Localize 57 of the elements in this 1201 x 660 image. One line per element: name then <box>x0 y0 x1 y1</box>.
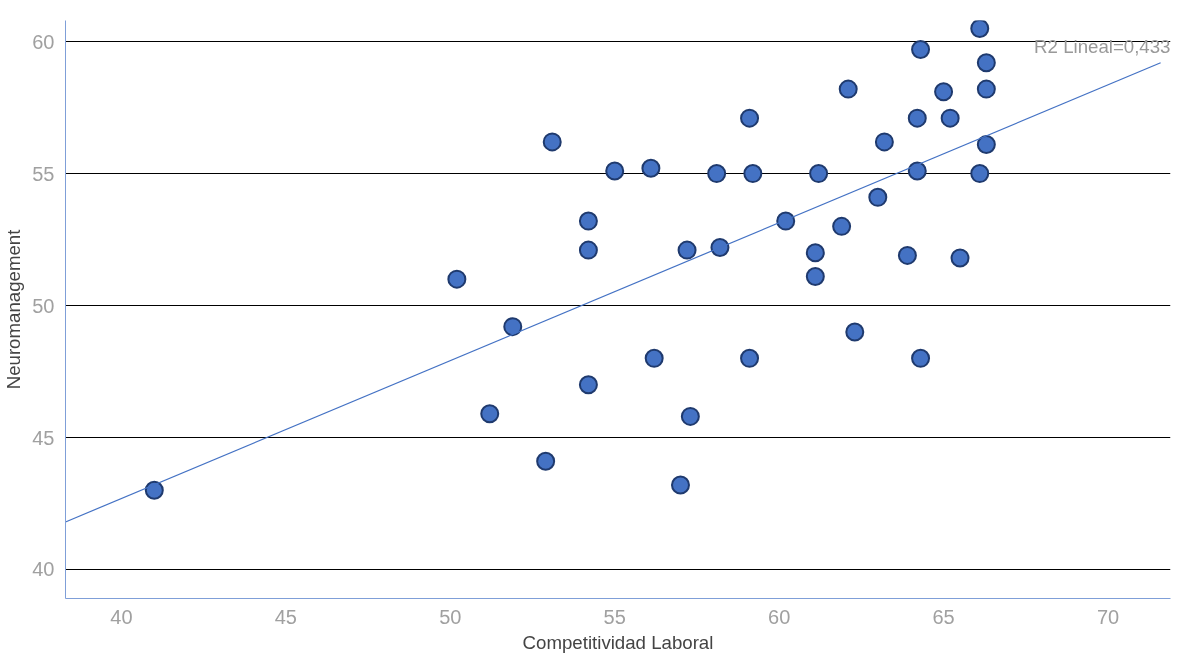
point <box>776 211 796 231</box>
point <box>934 82 954 102</box>
point <box>578 211 598 231</box>
point <box>940 108 960 128</box>
point <box>970 20 990 38</box>
point <box>644 348 664 368</box>
point <box>911 348 931 368</box>
point <box>740 348 760 368</box>
point <box>677 240 697 260</box>
point <box>536 451 556 471</box>
y-tick-label: 40 <box>32 558 55 581</box>
point <box>743 164 763 184</box>
point <box>970 164 990 184</box>
point <box>605 161 625 181</box>
y-axis-title: Neuromanagement <box>3 228 25 390</box>
point <box>144 480 164 500</box>
point <box>832 216 852 236</box>
point <box>710 237 730 257</box>
point <box>976 79 996 99</box>
x-tick-label: 55 <box>603 605 626 628</box>
point <box>707 164 727 184</box>
y-tick-label: 45 <box>32 426 55 449</box>
point <box>805 267 825 286</box>
point <box>897 245 917 265</box>
point <box>680 406 700 426</box>
point <box>976 135 996 155</box>
x-tick-label: 40 <box>110 605 133 628</box>
x-tick-label: 70 <box>1096 605 1120 628</box>
annotation: R2 Lineal=0,433 <box>1034 36 1171 58</box>
point <box>868 187 888 207</box>
point <box>542 132 562 152</box>
point <box>447 269 467 289</box>
point <box>503 317 523 337</box>
y-tick-label: 55 <box>32 162 55 185</box>
x-tick-label: 45 <box>274 605 297 628</box>
point <box>845 322 865 342</box>
x-tick-label: 60 <box>768 605 791 628</box>
point <box>907 161 927 181</box>
x-axis-title: Competitividad Laboral <box>522 631 714 653</box>
point <box>670 475 690 495</box>
point <box>480 404 500 424</box>
point <box>907 108 927 128</box>
point <box>838 79 858 99</box>
point <box>911 40 931 60</box>
y-tick-label: 60 <box>32 30 55 53</box>
point <box>641 158 661 178</box>
point <box>976 53 996 73</box>
y-tick-label: 50 <box>32 294 55 317</box>
point <box>950 248 970 268</box>
point <box>578 240 598 260</box>
point <box>805 243 825 263</box>
point <box>578 375 598 395</box>
x-tick-label: 65 <box>932 605 955 628</box>
point <box>874 132 894 152</box>
point <box>809 164 829 184</box>
point <box>740 108 760 128</box>
x-tick-label: 50 <box>439 605 462 628</box>
